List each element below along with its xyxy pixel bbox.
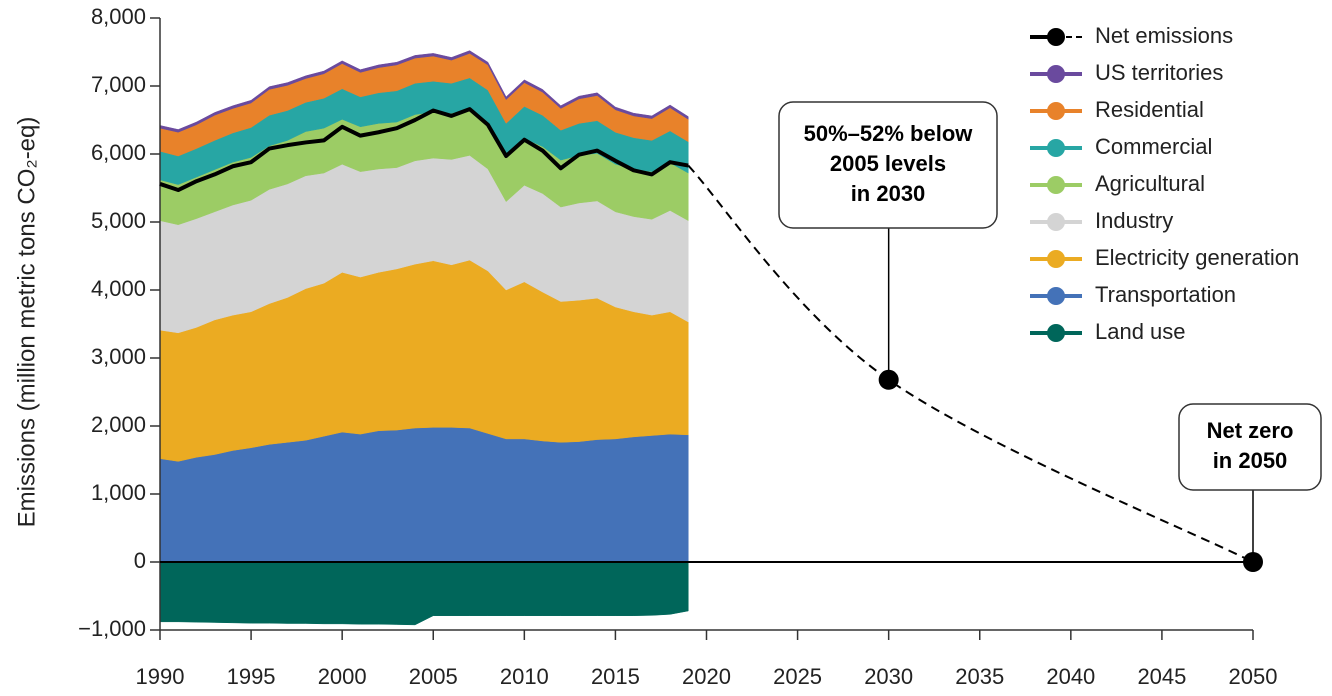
callout-text: 2005 levels: [830, 151, 946, 176]
y-tick-label: 3,000: [91, 344, 146, 369]
callout-text: Net zero: [1207, 418, 1294, 443]
x-tick-label: 2015: [591, 664, 640, 689]
legend-label: Electricity generation: [1095, 245, 1299, 270]
legend-marker: [1047, 250, 1065, 268]
legend-marker: [1047, 65, 1065, 83]
callout-text: in 2050: [1213, 448, 1288, 473]
legend-label: Land use: [1095, 319, 1186, 344]
x-tick-label: 2040: [1046, 664, 1095, 689]
legend-marker: [1047, 287, 1065, 305]
legend-marker: [1047, 176, 1065, 194]
callout-box: [778, 101, 998, 229]
target-marker: [1243, 552, 1263, 572]
y-tick-label: 2,000: [91, 412, 146, 437]
callout-text: in 2030: [851, 181, 926, 206]
legend-marker: [1047, 139, 1065, 157]
callout-text: 50%–52% below: [804, 121, 974, 146]
callout-box: [1178, 403, 1322, 491]
x-tick-label: 2035: [955, 664, 1004, 689]
y-tick-label: 8,000: [91, 4, 146, 29]
legend-marker: [1047, 28, 1065, 46]
legend-label: US territories: [1095, 60, 1223, 85]
area: [159, 561, 689, 626]
legend: Net emissions US territories Residential Co…: [1030, 23, 1299, 344]
x-tick-label: 2010: [500, 664, 549, 689]
legend-marker: [1047, 324, 1065, 342]
y-axis-label: Emissions (million metric tons CO₂-eq): [13, 117, 40, 528]
x-tick-label: 2045: [1137, 664, 1186, 689]
y-tick-label: 6,000: [91, 140, 146, 165]
y-tick-label: 5,000: [91, 208, 146, 233]
x-tick-label: 1995: [227, 664, 276, 689]
legend-label: Industry: [1095, 208, 1173, 233]
y-tick-label: −1,000: [78, 616, 146, 641]
legend-marker: [1047, 102, 1065, 120]
x-tick-label: 2005: [409, 664, 458, 689]
net-line: [159, 107, 689, 193]
y-tick-label: 4,000: [91, 276, 146, 301]
areas: [159, 50, 689, 626]
legend-marker: [1047, 213, 1065, 231]
target-marker: [878, 369, 899, 390]
legend-label: Commercial: [1095, 134, 1212, 159]
legend-label: Transportation: [1095, 282, 1236, 307]
area: [159, 50, 689, 133]
y-tick-label: 0: [134, 548, 146, 573]
x-tick-label: 2050: [1229, 664, 1278, 689]
legend-label: Residential: [1095, 97, 1204, 122]
legend-label: Net emissions: [1095, 23, 1233, 48]
legend-label: Agricultural: [1095, 171, 1205, 196]
x-tick-label: 2025: [773, 664, 822, 689]
x-tick-label: 2030: [864, 664, 913, 689]
x-tick-label: 2000: [318, 664, 367, 689]
x-tick-label: 1990: [136, 664, 185, 689]
x-tick-label: 2020: [682, 664, 731, 689]
y-tick-label: 1,000: [91, 480, 146, 505]
y-tick-label: 7,000: [91, 72, 146, 97]
